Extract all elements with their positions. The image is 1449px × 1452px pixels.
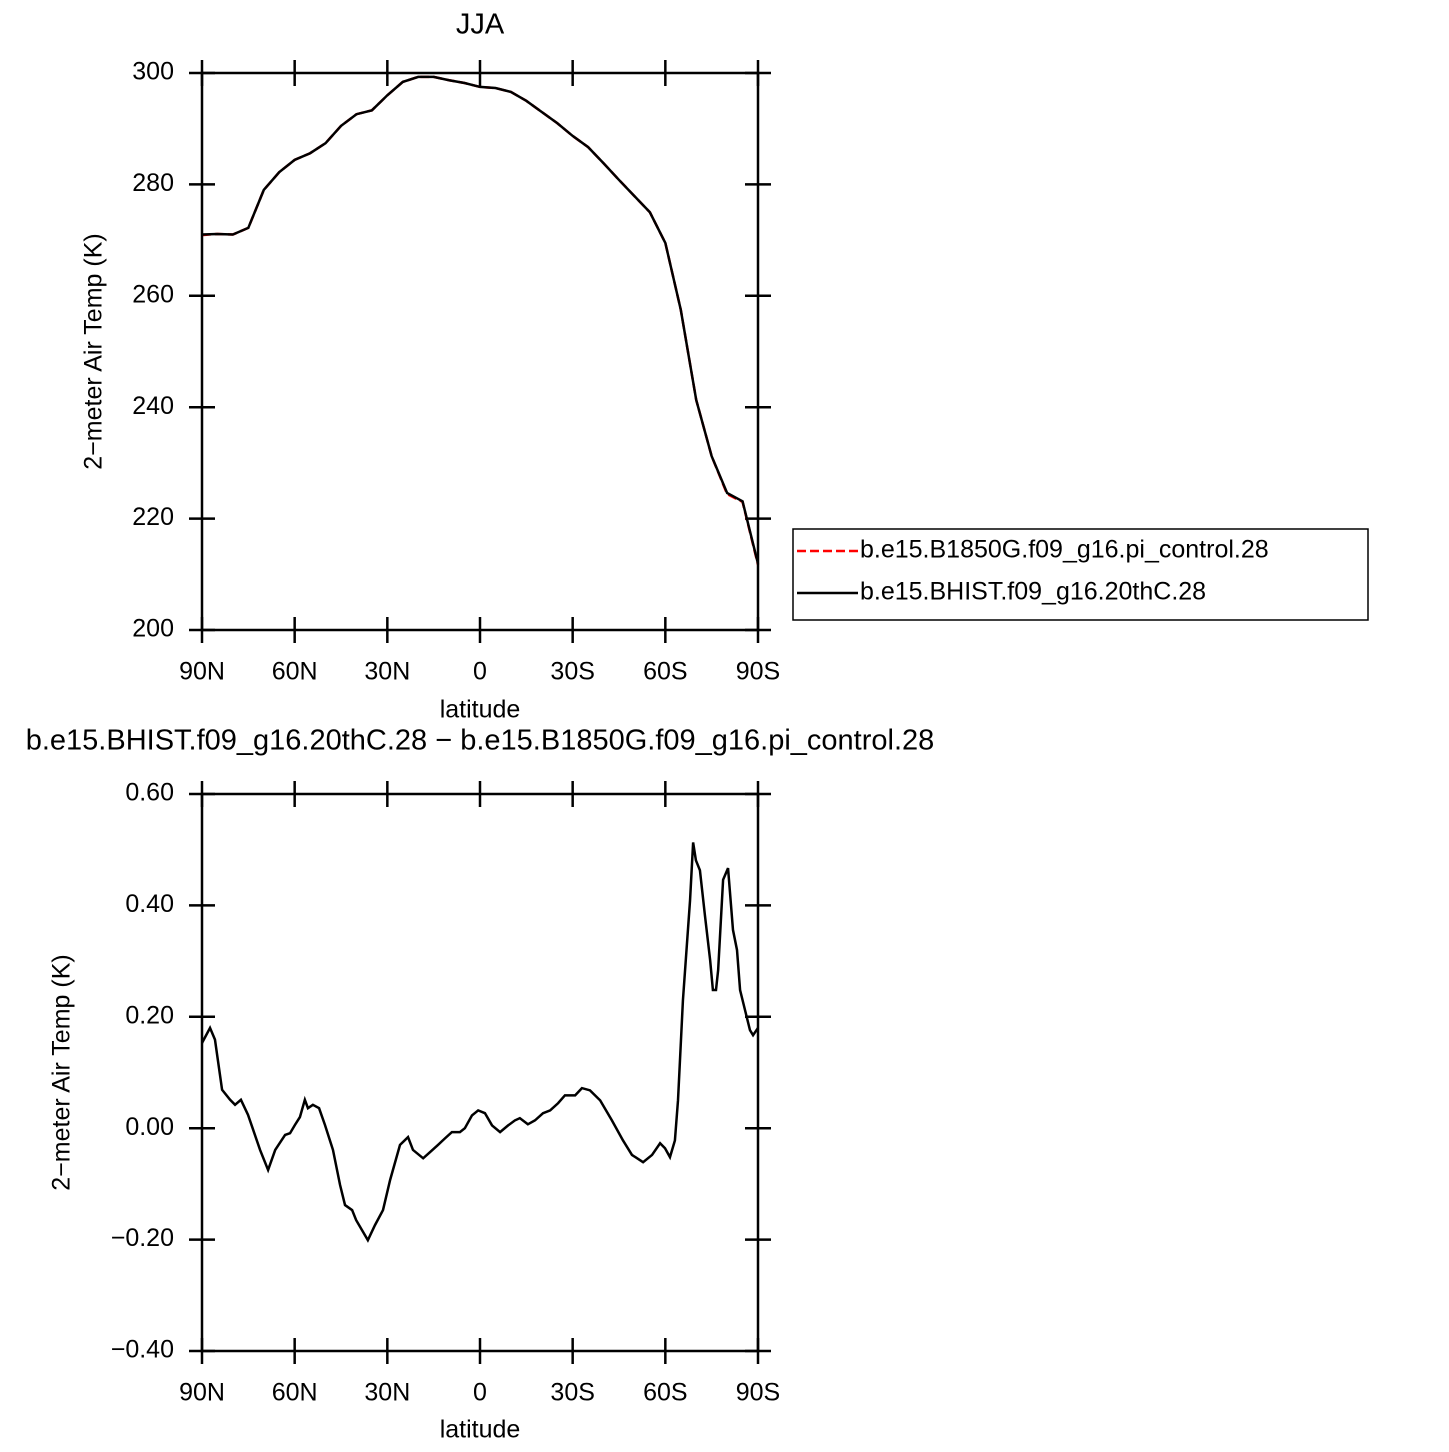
- x-axis-label: latitude: [440, 1416, 521, 1444]
- x-tick-label: 30S: [550, 1379, 594, 1407]
- y-tick-label: −0.20: [111, 1224, 174, 1252]
- y-axis-label: 2−meter Air Temp (K): [48, 954, 76, 1190]
- chart-title: JJA: [456, 9, 505, 41]
- x-tick-label: 60N: [272, 1379, 318, 1407]
- x-tick-label: 60N: [272, 658, 318, 686]
- x-tick-label: 90N: [179, 1379, 225, 1407]
- y-tick-label: 260: [132, 280, 174, 308]
- data-line: [200, 842, 760, 1243]
- y-tick-label: −0.40: [111, 1336, 174, 1364]
- legend-label: b.e15.BHIST.f09_g16.20thC.28: [860, 578, 1206, 606]
- x-tick-label: 90S: [736, 658, 780, 686]
- y-tick-label: 0.20: [125, 1001, 174, 1029]
- y-axis-label: 2−meter Air Temp (K): [80, 233, 108, 469]
- x-tick-label: 30N: [364, 1379, 410, 1407]
- data-line: [201, 75, 760, 565]
- x-tick-label: 0: [473, 1379, 487, 1407]
- x-tick-label: 30N: [364, 658, 410, 686]
- legend-label: b.e15.B1850G.f09_g16.pi_control.28: [860, 536, 1269, 564]
- x-tick-label: 0: [473, 658, 487, 686]
- y-tick-label: 300: [132, 58, 174, 86]
- data-line: [201, 75, 760, 566]
- plot-frame: [200, 71, 760, 632]
- y-tick-label: 280: [132, 169, 174, 197]
- x-tick-label: 90S: [736, 1379, 780, 1407]
- x-tick-label: 90N: [179, 658, 225, 686]
- x-tick-label: 60S: [643, 1379, 687, 1407]
- legend-box: [792, 528, 1369, 621]
- y-tick-label: 200: [132, 615, 174, 643]
- x-axis-label: latitude: [440, 696, 521, 724]
- x-tick-label: 60S: [643, 658, 687, 686]
- y-tick-label: 220: [132, 503, 174, 531]
- y-tick-label: 240: [132, 392, 174, 420]
- plot-frame: [200, 792, 760, 1353]
- chart-title: b.e15.BHIST.f09_g16.20thC.28 − b.e15.B18…: [26, 725, 935, 757]
- y-tick-label: 0.00: [125, 1113, 174, 1141]
- y-tick-label: 0.60: [125, 779, 174, 807]
- x-tick-label: 30S: [550, 658, 594, 686]
- y-tick-label: 0.40: [125, 890, 174, 918]
